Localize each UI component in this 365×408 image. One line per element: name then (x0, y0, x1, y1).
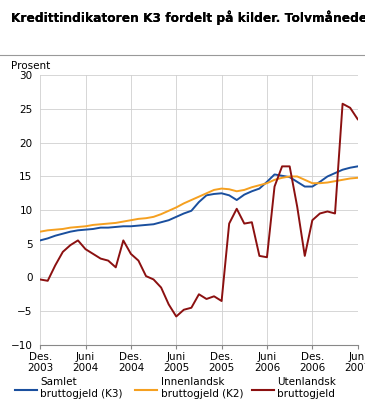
Text: Innenlandsk
bruttogjeld (K2): Innenlandsk bruttogjeld (K2) (161, 377, 243, 399)
Text: Kredittindikatoren K3 fordelt på kilder. Tolvmånedersvekst. Prosent: Kredittindikatoren K3 fordelt på kilder.… (11, 10, 365, 25)
Text: Samlet
bruttogjeld (K3): Samlet bruttogjeld (K3) (40, 377, 123, 399)
Text: Prosent: Prosent (11, 61, 50, 71)
Text: Kredittindikatoren K3 fordelt på kilder. Tolvmånedersvekst. Prosent: Kredittindikatoren K3 fordelt på kilder.… (11, 10, 365, 25)
Text: Utenlandsk
bruttogjeld: Utenlandsk bruttogjeld (277, 377, 336, 399)
